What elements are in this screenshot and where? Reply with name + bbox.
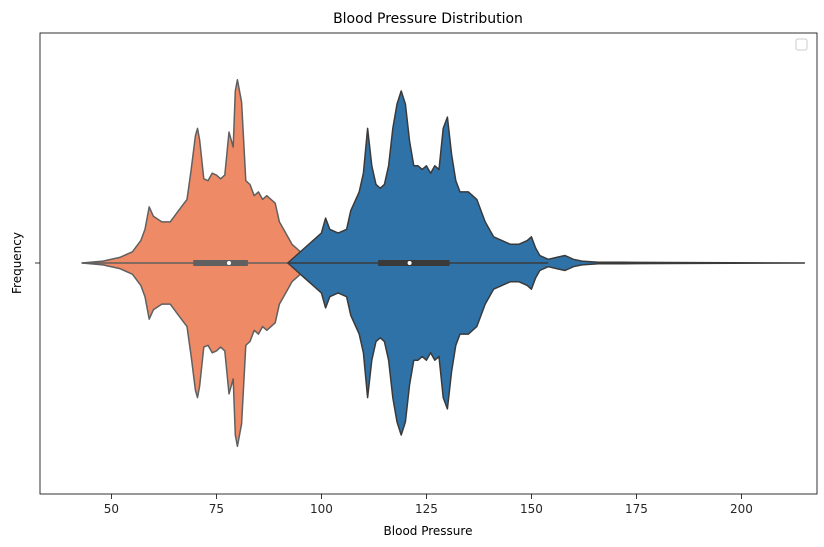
x-axis-ticks: 50 75 100 125 150 175 200 — [104, 494, 753, 516]
x-tick-label: 175 — [625, 502, 648, 516]
x-tick-label: 100 — [310, 502, 333, 516]
violin-median-1 — [227, 261, 231, 265]
plot-frame — [39, 32, 818, 495]
chart-title: Blood Pressure Distribution — [333, 11, 523, 27]
violins — [81, 78, 806, 448]
violin-group-2 — [287, 90, 806, 436]
violin-median-2 — [407, 261, 412, 265]
x-tick-label: 50 — [104, 502, 119, 516]
legend-box — [795, 38, 808, 51]
x-axis-label: Blood Pressure — [384, 524, 473, 538]
x-tick-label: 125 — [415, 502, 438, 516]
x-tick-label: 75 — [209, 502, 224, 516]
x-tick-label: 200 — [730, 502, 753, 516]
y-axis-label: Frequency — [10, 232, 24, 294]
x-tick-label: 150 — [520, 502, 543, 516]
violin-iqr-box-2 — [378, 260, 450, 266]
violin-iqr-box-1 — [193, 260, 248, 266]
